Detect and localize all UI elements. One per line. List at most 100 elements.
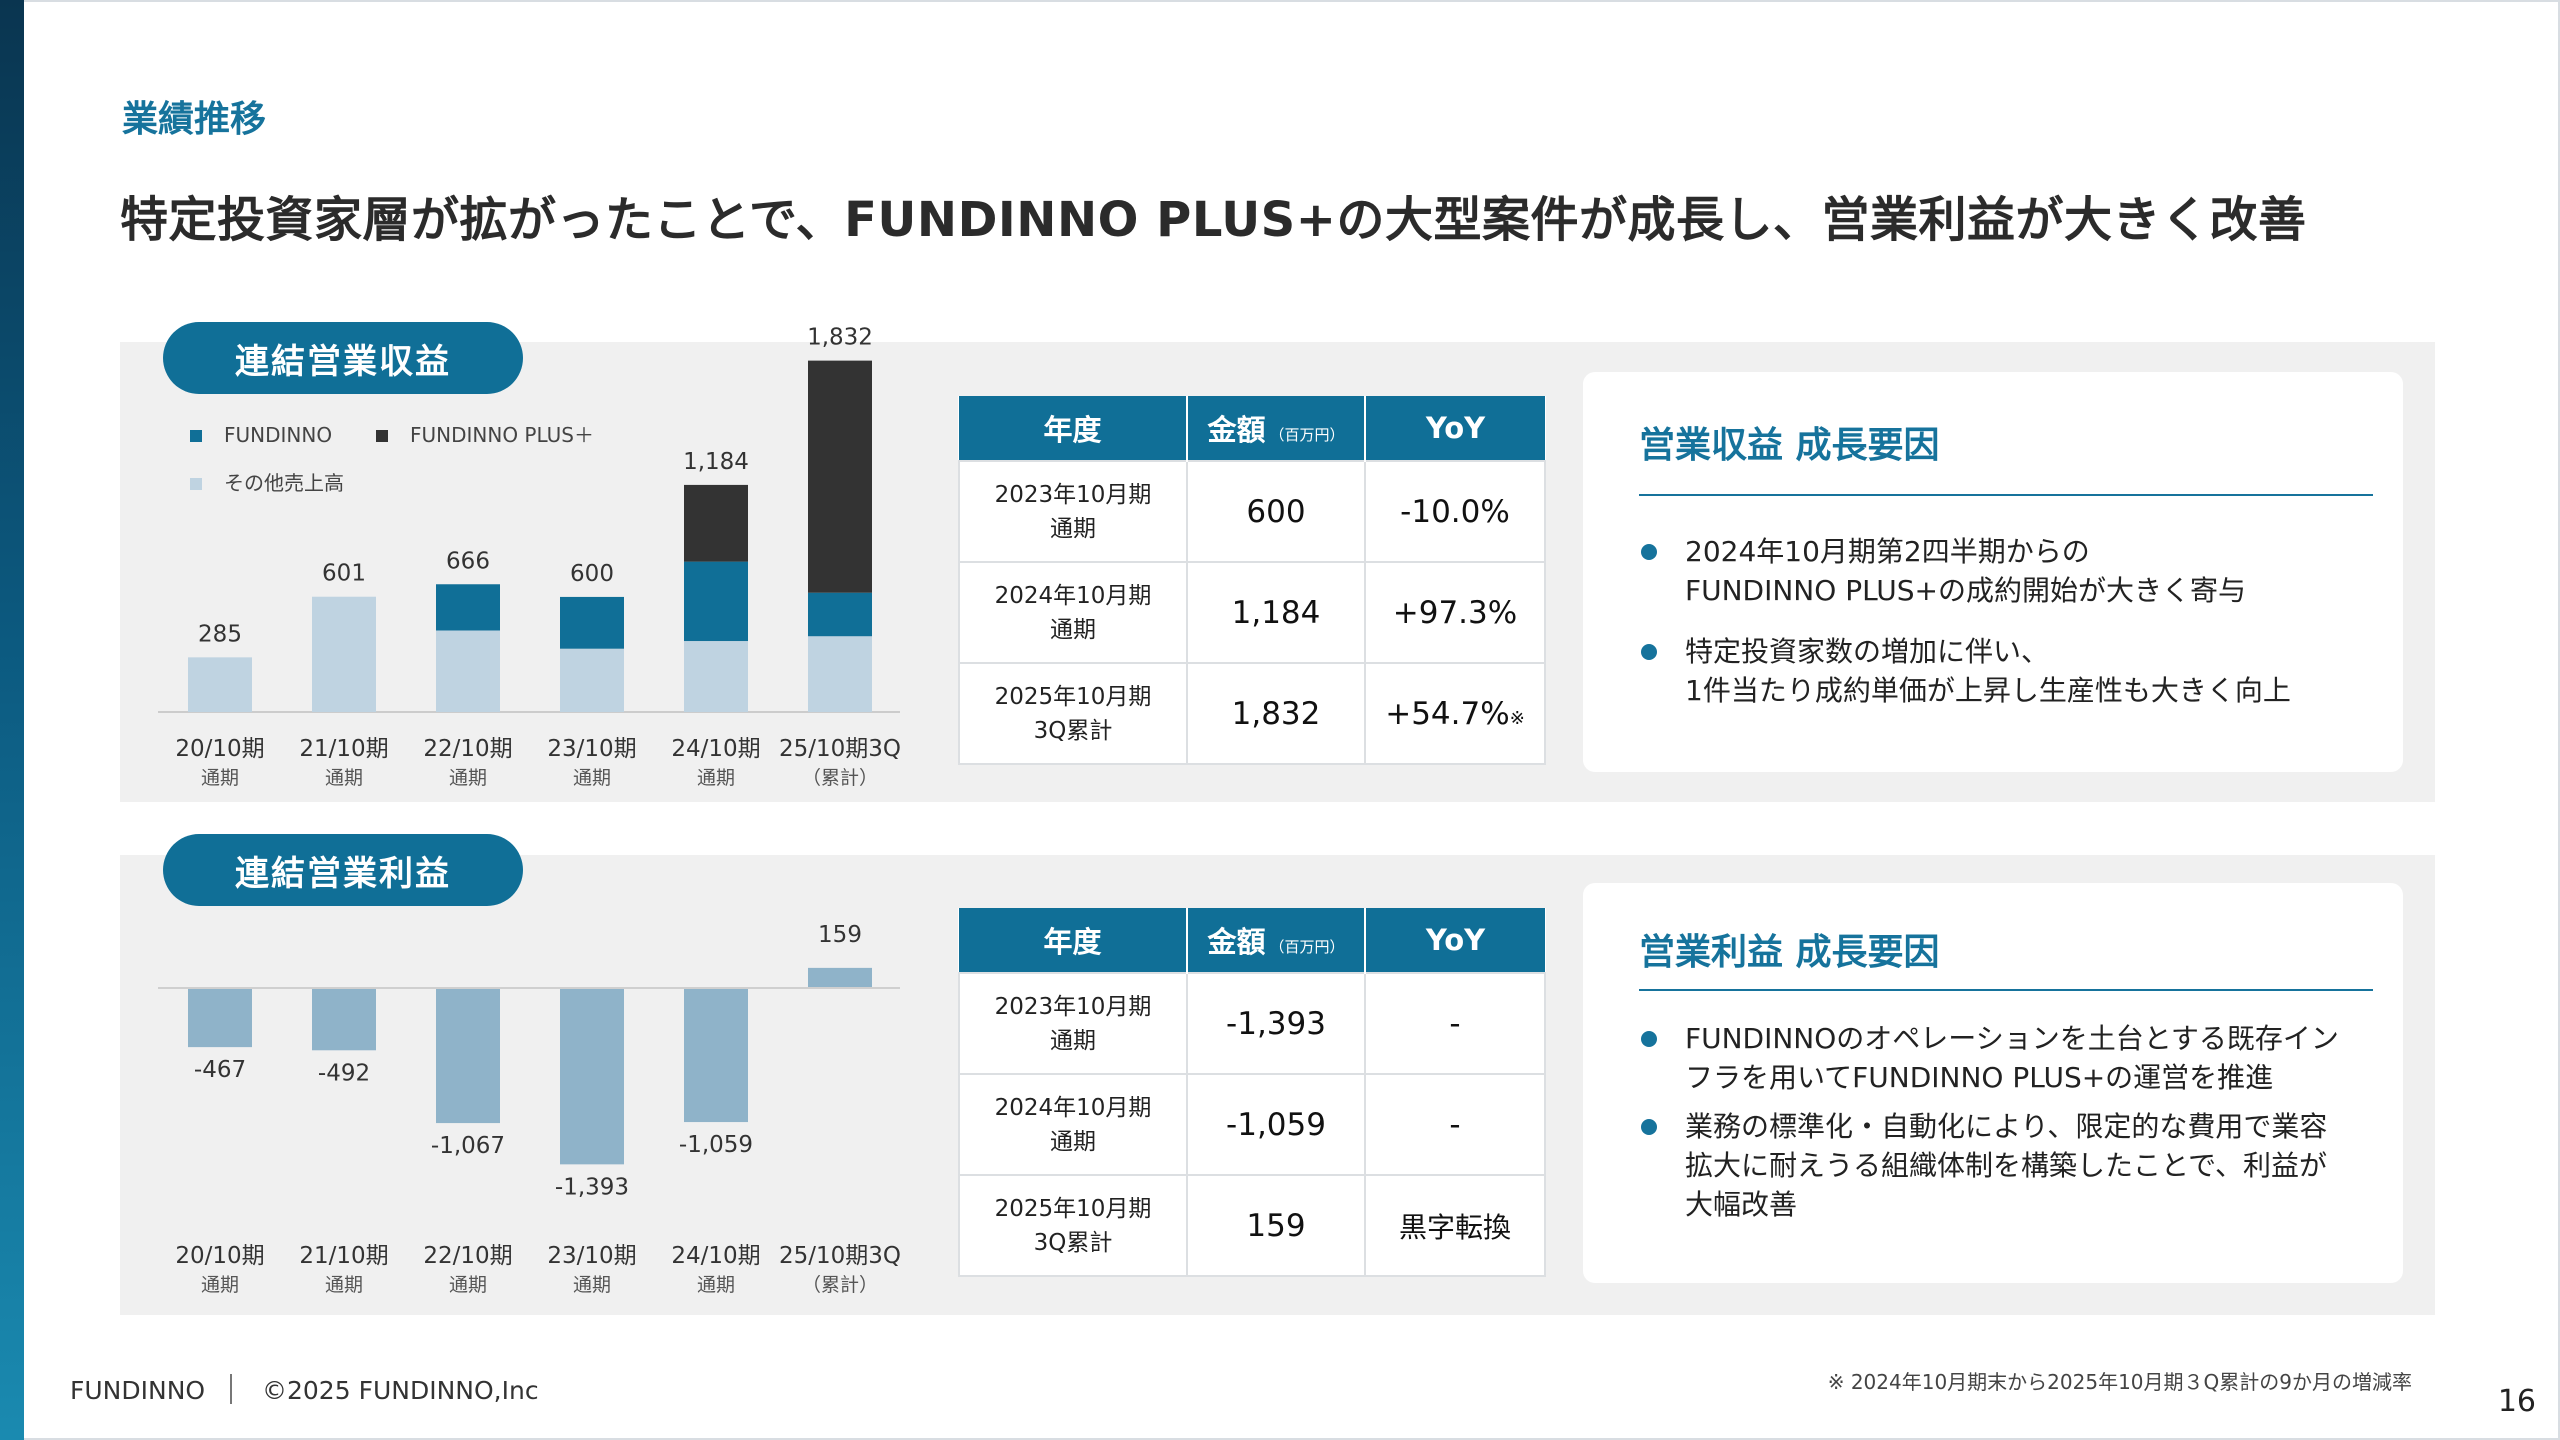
bar-segment — [684, 641, 748, 712]
header-yoy: YoY — [1365, 908, 1545, 973]
header-amount-unit: （百万円） — [1269, 426, 1345, 444]
card-divider — [1639, 989, 2373, 991]
header-amount-unit: （百万円） — [1269, 938, 1345, 956]
bullet-list: 2024年10月期第2四半期からの FUNDINNO PLUS+の成約開始が大きく… — [1639, 532, 2363, 732]
row-yoy: -10.0% — [1364, 460, 1546, 563]
row-year-line2: 通期 — [1050, 1027, 1096, 1054]
bar-segment — [808, 360, 872, 593]
footer-copyright: ©2025 FUNDINNO,Inc — [262, 1376, 539, 1405]
bar-segment — [560, 596, 624, 649]
profit-growth-card: 営業利益 成長要因 FUNDINNOのオペレーションを土台とする既存イン フラを用… — [1583, 883, 2403, 1283]
x-tick-sublabel: 通期 — [201, 767, 239, 789]
bar — [684, 988, 748, 1123]
x-tick-label: 21/10期 — [299, 736, 388, 762]
bar-segment — [808, 636, 872, 712]
row-amount: -1,393 — [1186, 972, 1366, 1075]
x-tick-sublabel: 通期 — [325, 767, 363, 789]
bar-value-label: -1,059 — [679, 1132, 753, 1158]
bar — [808, 967, 872, 988]
bar-segment — [312, 596, 376, 712]
legend-swatch — [376, 430, 388, 442]
row-year: 2023年10月期 通期 — [958, 460, 1188, 563]
legend-label: FUNDINNO PLUS＋ — [410, 423, 594, 447]
x-tick-label: 24/10期 — [671, 1243, 760, 1269]
slide-headline: 特定投資家層が拡がったことで、FUNDINNO PLUS+の大型案件が成長し、営… — [120, 192, 2307, 248]
header-amount-label: 金額 — [1207, 413, 1266, 447]
x-tick-sublabel: （累計） — [802, 1274, 878, 1296]
x-tick-label: 25/10期3Q — [779, 736, 901, 762]
bar-value-label: -467 — [194, 1057, 246, 1083]
bar-total-label: 1,832 — [807, 325, 873, 351]
list-item: FUNDINNOのオペレーションを土台とする既存イン フラを用いてFUNDINNO… — [1639, 1019, 2363, 1097]
header-amount: 金額 （百万円） — [1187, 908, 1366, 973]
bar-segment — [560, 648, 624, 712]
bullet-list: FUNDINNOのオペレーションを土台とする既存イン フラを用いてFUNDINNO… — [1639, 1019, 2363, 1234]
list-item: 業務の標準化・自動化により、限定的な費用で業容 拡大に耐えうる組織体制を構築したこ… — [1639, 1107, 2363, 1224]
row-amount: 1,184 — [1186, 561, 1366, 664]
bar — [188, 988, 252, 1048]
revenue-growth-card: 営業収益 成長要因 2024年10月期第2四半期からの FUNDINNO PLUS… — [1583, 372, 2403, 772]
row-yoy-value: - — [1449, 1005, 1461, 1042]
bullet-line: 特定投資家数の増加に伴い、 — [1685, 635, 2050, 668]
row-yoy: +97.3% — [1364, 561, 1546, 664]
table-header-row: 年度 金額 （百万円） YoY — [959, 908, 1545, 973]
row-yoy-value: -10.0% — [1400, 493, 1510, 530]
table-row: 2025年10月期 3Q累計 159 黒字転換 — [958, 1174, 1546, 1277]
x-tick-label: 20/10期 — [175, 1243, 264, 1269]
page-number: 16 — [2497, 1384, 2536, 1419]
profit-pill: 連結営業利益 — [163, 834, 523, 906]
row-year-line1: 2025年10月期 — [994, 1195, 1152, 1222]
bar-value-label: 159 — [818, 922, 862, 948]
card-divider — [1639, 494, 2373, 496]
bar-total-label: 600 — [570, 561, 614, 587]
list-item: 特定投資家数の増加に伴い、 1件当たり成約単価が上昇し生産性も大きく向上 — [1639, 632, 2363, 710]
bar — [560, 988, 624, 1165]
x-tick-sublabel: 通期 — [697, 1274, 735, 1296]
legend-label: その他売上高 — [224, 471, 344, 495]
row-year: 2023年10月期 通期 — [958, 972, 1188, 1075]
bullet-dot-icon — [1641, 544, 1657, 560]
x-tick-label: 20/10期 — [175, 736, 264, 762]
row-year-line1: 2024年10月期 — [994, 582, 1152, 609]
row-yoy-mark: ※ — [1509, 707, 1525, 729]
x-tick-label: 24/10期 — [671, 736, 760, 762]
x-tick-sublabel: 通期 — [697, 767, 735, 789]
footer-divider — [230, 1374, 232, 1404]
table-row: 2023年10月期 通期 -1,393 - — [958, 972, 1546, 1075]
section-label: 業績推移 — [122, 99, 267, 140]
bar-value-label: -1,067 — [431, 1133, 505, 1159]
legend-swatch — [190, 478, 202, 490]
row-yoy-value: 黒字転換 — [1398, 1210, 1511, 1244]
header-amount: 金額 （百万円） — [1187, 396, 1366, 461]
bullet-dot-icon — [1641, 1031, 1657, 1047]
bar-segment — [684, 561, 748, 642]
bar-value-label: -1,393 — [555, 1174, 629, 1200]
table-row: 2024年10月期 通期 1,184 +97.3% — [958, 561, 1546, 664]
footnote: ※ 2024年10月期末から2025年10月期３Q累計の9か月の増減率 — [1827, 1370, 2412, 1394]
legend-label: FUNDINNO — [224, 423, 332, 447]
table-header-row: 年度 金額 （百万円） YoY — [959, 396, 1545, 461]
table-row: 2024年10月期 通期 -1,059 - — [958, 1073, 1546, 1176]
row-year-line2: 3Q累計 — [1033, 717, 1113, 744]
row-yoy-value: +97.3% — [1392, 594, 1518, 631]
x-tick-sublabel: 通期 — [573, 1274, 611, 1296]
x-tick-sublabel: （累計） — [802, 767, 878, 789]
revenue-table: 年度 金額 （百万円） YoY 2023年10月期 通期 600 -10.0% 20… — [958, 396, 1546, 765]
bar-segment — [684, 484, 748, 562]
bullet-line: 2024年10月期第2四半期からの — [1685, 535, 2090, 568]
bar-value-label: -492 — [318, 1060, 370, 1086]
header-year: 年度 — [959, 396, 1188, 461]
bullet-line: FUNDINNOのオペレーションを土台とする既存イン — [1685, 1022, 2339, 1055]
row-yoy: 黒字転換 — [1364, 1174, 1546, 1277]
table-row: 2023年10月期 通期 600 -10.0% — [958, 460, 1546, 563]
bar — [312, 988, 376, 1051]
row-yoy: +54.7%※ — [1364, 662, 1546, 765]
header-year: 年度 — [959, 908, 1188, 973]
bar-total-label: 666 — [446, 548, 490, 574]
row-year-line2: 通期 — [1050, 1128, 1096, 1155]
row-amount: 159 — [1186, 1174, 1366, 1277]
bullet-dot-icon — [1641, 1119, 1657, 1135]
profit-table: 年度 金額 （百万円） YoY 2023年10月期 通期 -1,393 - 2024… — [958, 908, 1546, 1277]
